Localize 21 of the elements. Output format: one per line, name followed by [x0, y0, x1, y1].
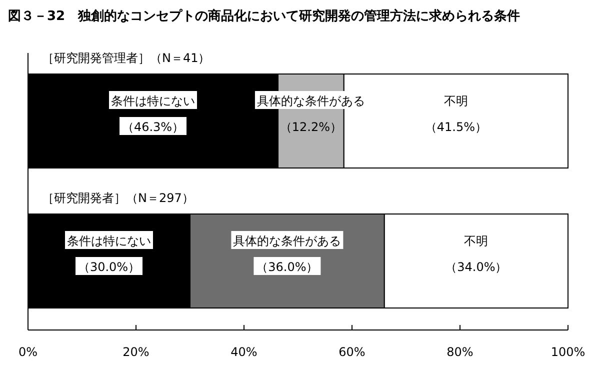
data-label: （34.0%）: [445, 260, 508, 274]
data-label: （41.5%）: [424, 120, 488, 134]
data-label: （36.0%）: [256, 260, 318, 274]
series-label: 不明: [444, 94, 468, 108]
x-tick-label: 60%: [338, 345, 366, 359]
data-label: （12.2%）: [280, 120, 342, 134]
x-tick-label: 20%: [122, 345, 150, 359]
chart-title: 図３－32 独創的なコンセプトの商品化において研究開発の管理方法に求められる条件: [8, 8, 520, 24]
text: 条件は特にない: [67, 234, 151, 248]
x-tick-label: 0%: [18, 345, 38, 359]
text: 不明: [464, 234, 488, 248]
series-label: 具体的な条件がある: [233, 234, 342, 248]
x-tick-label: 100%: [550, 345, 586, 359]
data-label: （46.3%）: [122, 120, 184, 134]
data-label: （30.0%）: [78, 260, 140, 274]
series-label: 条件は特にない: [111, 94, 196, 108]
y-tick-label: ［研究開発者］（N＝297）: [42, 191, 194, 205]
x-tick-label: 40%: [230, 345, 258, 359]
y-tick-label: ［研究開発管理者］（N＝41）: [42, 51, 210, 65]
text: 具体的な条件がある: [256, 94, 365, 108]
x-tick-label: 80%: [446, 345, 474, 359]
